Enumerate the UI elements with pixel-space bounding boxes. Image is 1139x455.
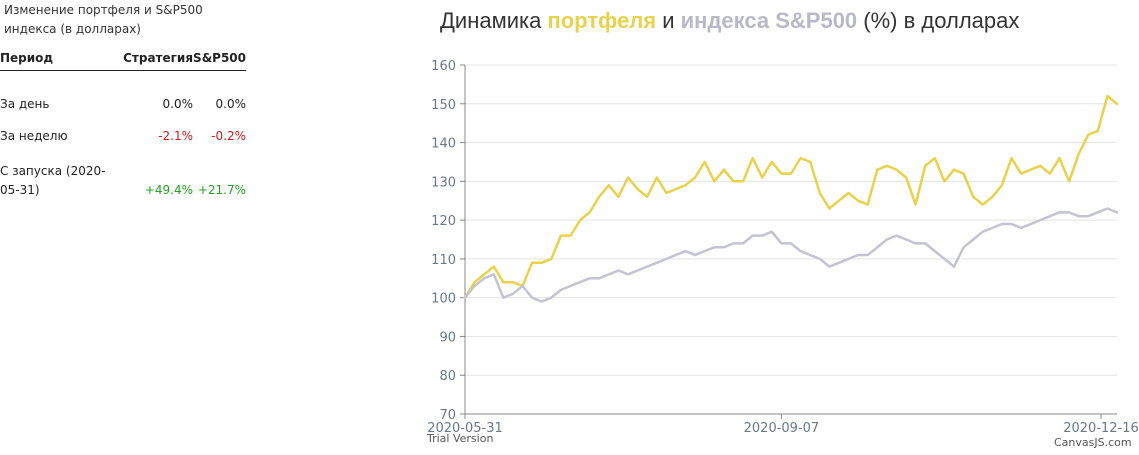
row-sp500-change: +21.7% (197, 183, 246, 197)
x-tick-label: 2020-12-16 (1063, 421, 1139, 436)
title-strategy-word: портфеля (547, 8, 657, 33)
table-row: За день 0.0% 0.0% (0, 71, 246, 113)
row-sp500-change: 0.0% (215, 97, 247, 111)
column-header-strategy: Стратегия (123, 50, 194, 71)
y-tick-label: 110 (431, 253, 456, 268)
row-period: С запуска (2020-05-31) (0, 164, 106, 197)
title-suffix: (%) в долларах (857, 8, 1020, 33)
series-line-strategy (463, 94, 1119, 299)
title-prefix: Динамика (440, 8, 548, 33)
chart-container: Динамика портфеля и индекса S&P500 (%) в… (400, 0, 1139, 455)
y-tick-label: 120 (431, 214, 456, 229)
chart-title: Динамика портфеля и индекса S&P500 (%) в… (440, 8, 1019, 34)
table-header-row: Период Стратегия S&P500 (0, 50, 246, 71)
canvasjs-credit: CanvasJS.com (1054, 436, 1132, 449)
y-tick-label: 150 (431, 98, 456, 113)
y-tick-label: 130 (431, 175, 456, 190)
column-header-period: Период (0, 50, 124, 71)
y-tick-label: 90 (439, 330, 456, 345)
y-tick-label: 80 (439, 369, 456, 384)
y-tick-label: 70 (439, 408, 456, 423)
title-sp500-word: индекса S&P500 (680, 8, 858, 33)
trial-watermark: Trial Version (427, 432, 494, 445)
row-strategy-change: +49.4% (144, 183, 194, 197)
y-tick-label: 160 (431, 59, 456, 74)
table-row: С запуска (2020-05-31) +49.4% +21.7% (0, 143, 246, 201)
column-header-sp500: S&P500 (193, 50, 246, 71)
series-line-sp500 (463, 207, 1119, 303)
table-row: За неделю -2.1% -0.2% (0, 112, 246, 143)
row-sp500-change: -0.2% (211, 129, 246, 143)
line-chart: 70 80 90 100 110 120 130 140 150 160 2020-05-31 202… (427, 59, 1139, 436)
row-strategy-change: 0.0% (162, 97, 194, 111)
row-period: За день (0, 97, 50, 111)
x-tick-label: 2020-05-31 (427, 421, 503, 436)
x-tick-label: 2020-09-07 (744, 421, 820, 436)
performance-table: Период Стратегия S&P500 За день 0.0% 0.0… (0, 50, 246, 201)
y-tick-label: 100 (431, 292, 456, 307)
row-period: За неделю (0, 129, 68, 143)
row-strategy-change: -2.1% (158, 129, 194, 143)
panel-heading: Изменение портфеля и S&P500 индекса (в д… (4, 3, 203, 36)
y-tick-label: 140 (431, 137, 456, 152)
title-connector: и (656, 8, 681, 33)
